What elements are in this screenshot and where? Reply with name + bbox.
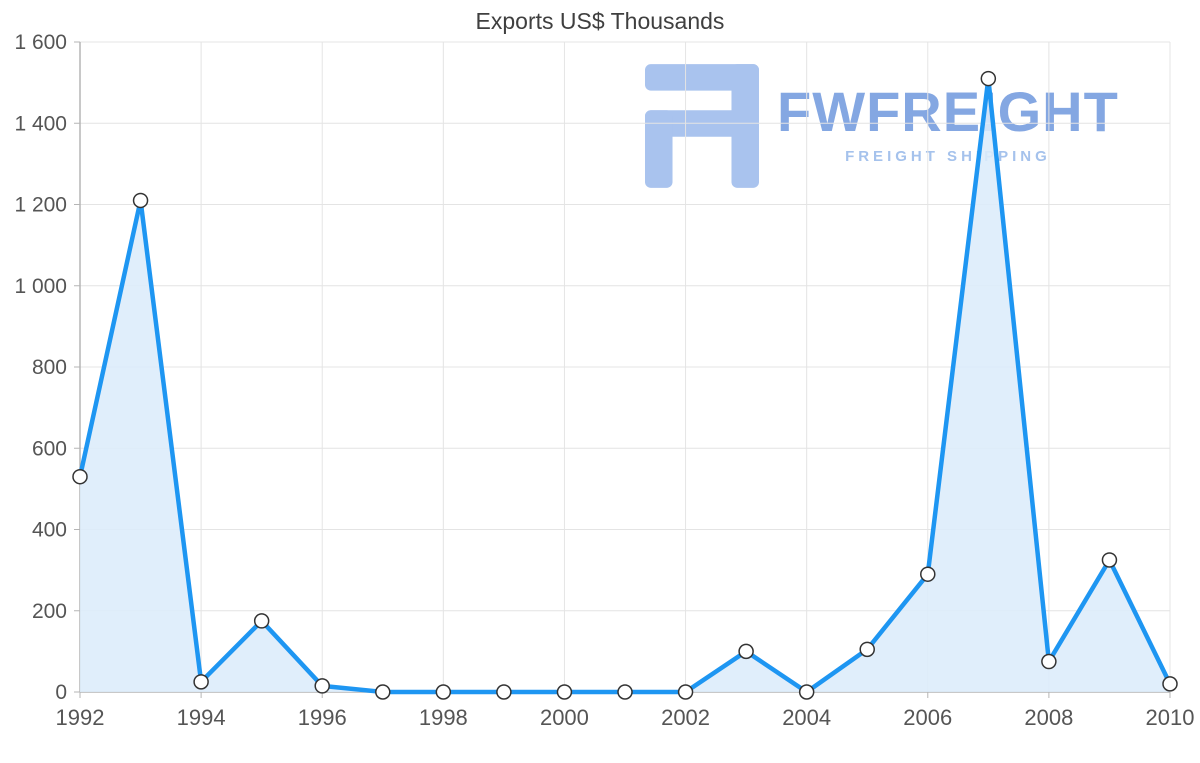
y-axis-label: 600: [32, 437, 67, 460]
x-axis-label: 2000: [540, 705, 589, 730]
data-point-1992: [72, 468, 88, 485]
x-axis-label: 2006: [903, 705, 952, 730]
x-axis-label: 2002: [661, 705, 710, 730]
data-point-1996: [314, 678, 330, 694]
data-point-2007: [980, 70, 997, 87]
y-axis-label: 1 200: [14, 194, 67, 217]
logo-bar-right: [731, 64, 759, 188]
data-point-1998: [435, 684, 452, 700]
area-fill: [80, 78, 1170, 692]
data-point-2003: [738, 643, 754, 660]
data-point-2000: [556, 684, 573, 700]
data-point-2002: [677, 684, 694, 700]
x-axis-label: 1994: [177, 705, 226, 730]
data-point-1999: [496, 684, 512, 700]
y-axis-label: 200: [32, 600, 67, 623]
fwfreight-logo-icon: [645, 64, 759, 188]
data-point-1995: [253, 613, 270, 629]
y-axis-label: 1 000: [14, 275, 67, 298]
x-axis-label: 1992: [56, 705, 105, 730]
chart-title: Exports US$ Thousands: [475, 8, 725, 34]
data-point-1997: [375, 684, 391, 700]
y-axis-label: 1 600: [14, 31, 67, 54]
logo-bar-left: [645, 110, 673, 188]
x-axis-label: 2010: [1146, 705, 1195, 730]
data-point-2005: [859, 641, 875, 658]
data-point-2008: [1041, 653, 1057, 670]
data-point-2010: [1162, 676, 1178, 692]
x-axis-label: 2008: [1024, 705, 1073, 730]
data-point-2006: [920, 566, 936, 582]
y-axis-label: 1 400: [14, 112, 67, 135]
y-axis-label: 0: [55, 681, 67, 704]
x-axis-label: 1996: [298, 705, 347, 730]
x-axis-label: 1998: [419, 705, 468, 730]
data-point-1993: [132, 192, 149, 209]
data-point-1994: [193, 674, 209, 690]
data-point-2004: [798, 684, 815, 700]
data-point-2001: [617, 684, 633, 700]
data-point-2009: [1101, 552, 1118, 568]
logo-bar-top: [645, 64, 759, 91]
y-axis-label: 800: [32, 356, 67, 379]
y-axis-label: 400: [32, 519, 67, 542]
x-axis-label: 2004: [782, 705, 831, 730]
watermark-brand: FWFREIGHT: [777, 80, 1119, 143]
